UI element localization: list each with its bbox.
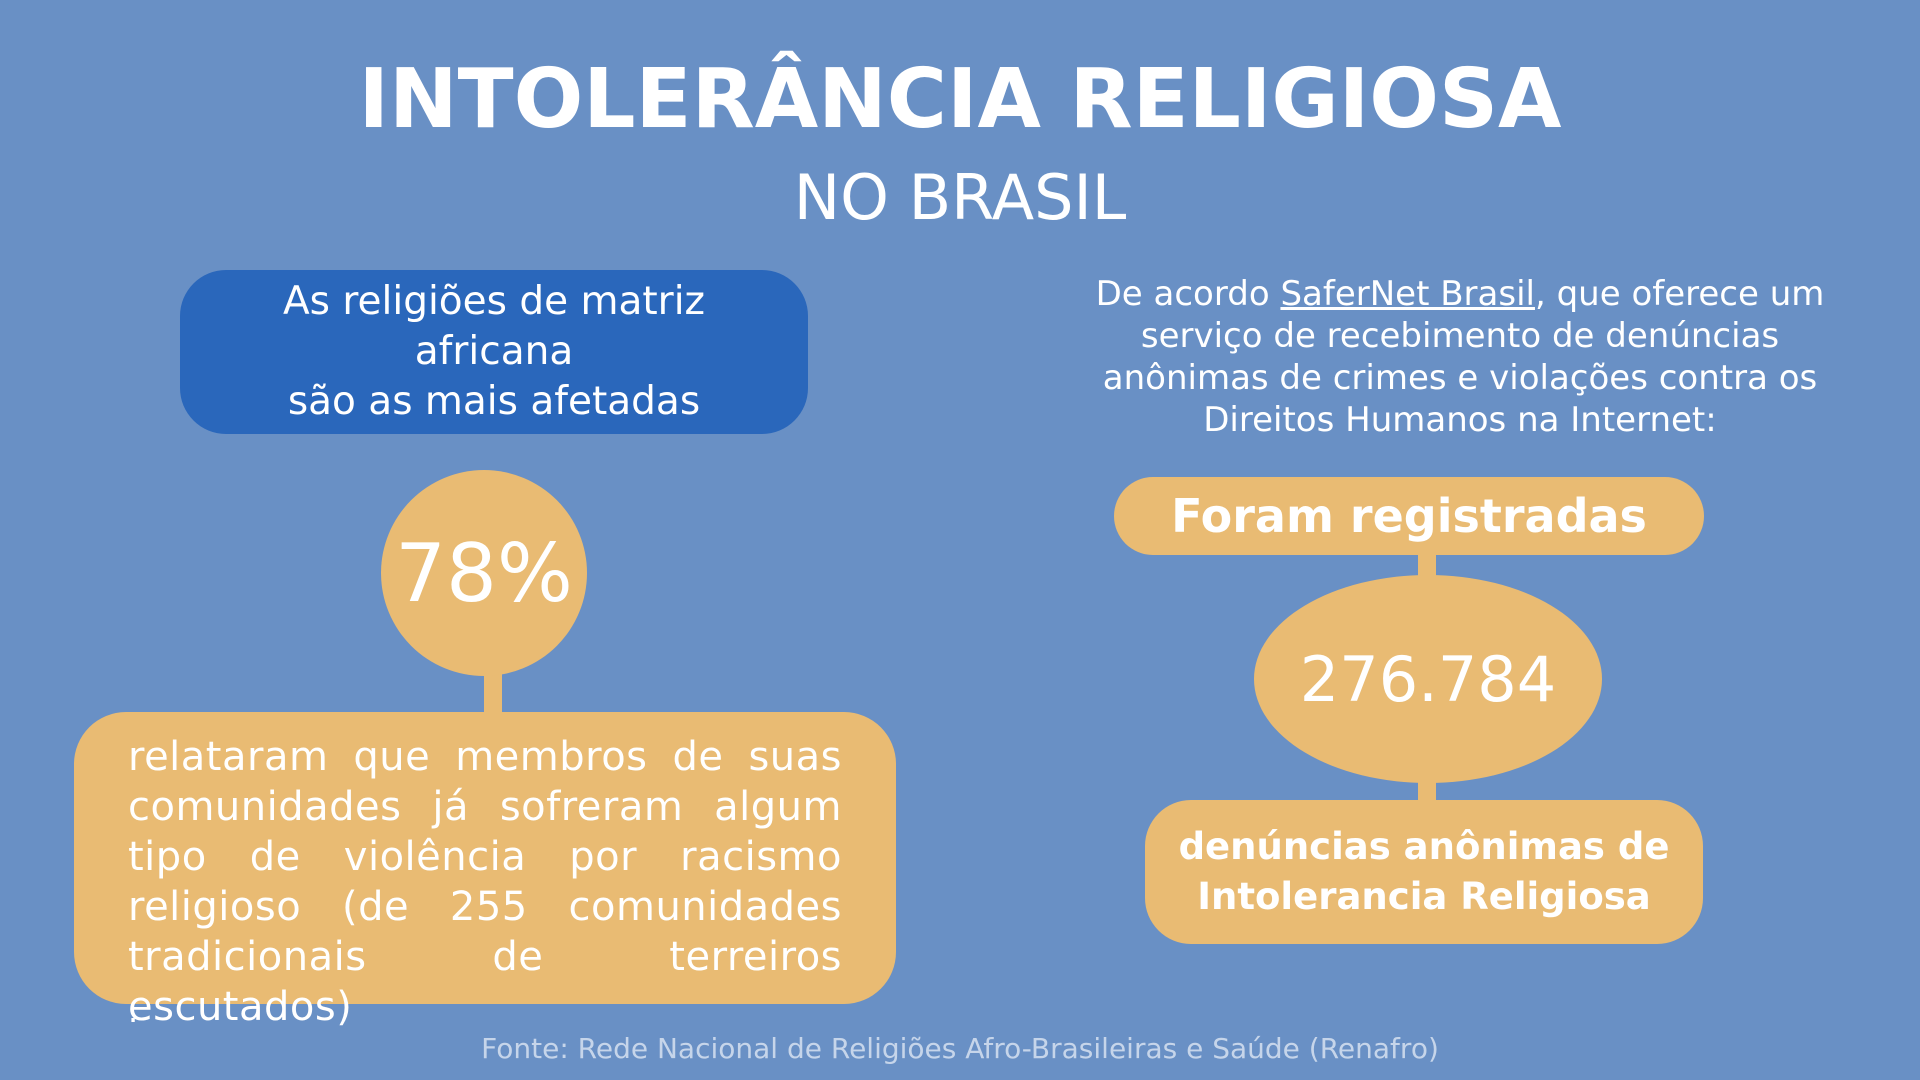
intro-before-link: De acordo xyxy=(1095,274,1281,314)
registered-label: Foram registradas xyxy=(1171,489,1647,543)
intro-text: De acordo SaferNet Brasil, que oferece u… xyxy=(1060,273,1860,441)
highlight-line-2: são as mais afetadas xyxy=(287,379,701,424)
description-box: relataram que membros de suas comunidade… xyxy=(74,712,896,1030)
percent-circle: 78% xyxy=(381,470,587,676)
highlight-line-1: As religiões de matriz africana xyxy=(282,279,706,374)
percent-value: 78% xyxy=(395,526,573,620)
complaints-line-1: denúncias anônimas de xyxy=(1178,825,1670,868)
count-value: 276.784 xyxy=(1299,642,1557,716)
connector-right-bottom xyxy=(1418,780,1436,804)
page-title: INTOLERÂNCIA RELIGIOSA xyxy=(358,52,1562,147)
description-text: relataram que membros de suas comunidade… xyxy=(128,734,842,1030)
connector-right-top xyxy=(1418,552,1436,576)
page-subtitle: NO BRASIL xyxy=(793,161,1127,234)
registered-pill: Foram registradas xyxy=(1114,477,1704,555)
count-ellipse: 276.784 xyxy=(1254,575,1602,783)
source-caption: Fonte: Rede Nacional de Religiões Afro-B… xyxy=(481,1032,1439,1065)
highlight-text: As religiões de matriz africana são as m… xyxy=(200,277,788,427)
trailing-dot: . xyxy=(128,992,139,1030)
complaints-line-2: Intolerancia Religiosa xyxy=(1197,875,1651,918)
complaints-text: denúncias anônimas de Intolerancia Relig… xyxy=(1179,822,1670,922)
complaints-box: denúncias anônimas de Intolerancia Relig… xyxy=(1145,800,1703,944)
safernet-link[interactable]: SaferNet Brasil xyxy=(1280,274,1535,314)
highlight-box: As religiões de matriz africana são as m… xyxy=(180,270,808,434)
intro-after-link: , que oferece um serviço de recebimento … xyxy=(1102,274,1825,440)
